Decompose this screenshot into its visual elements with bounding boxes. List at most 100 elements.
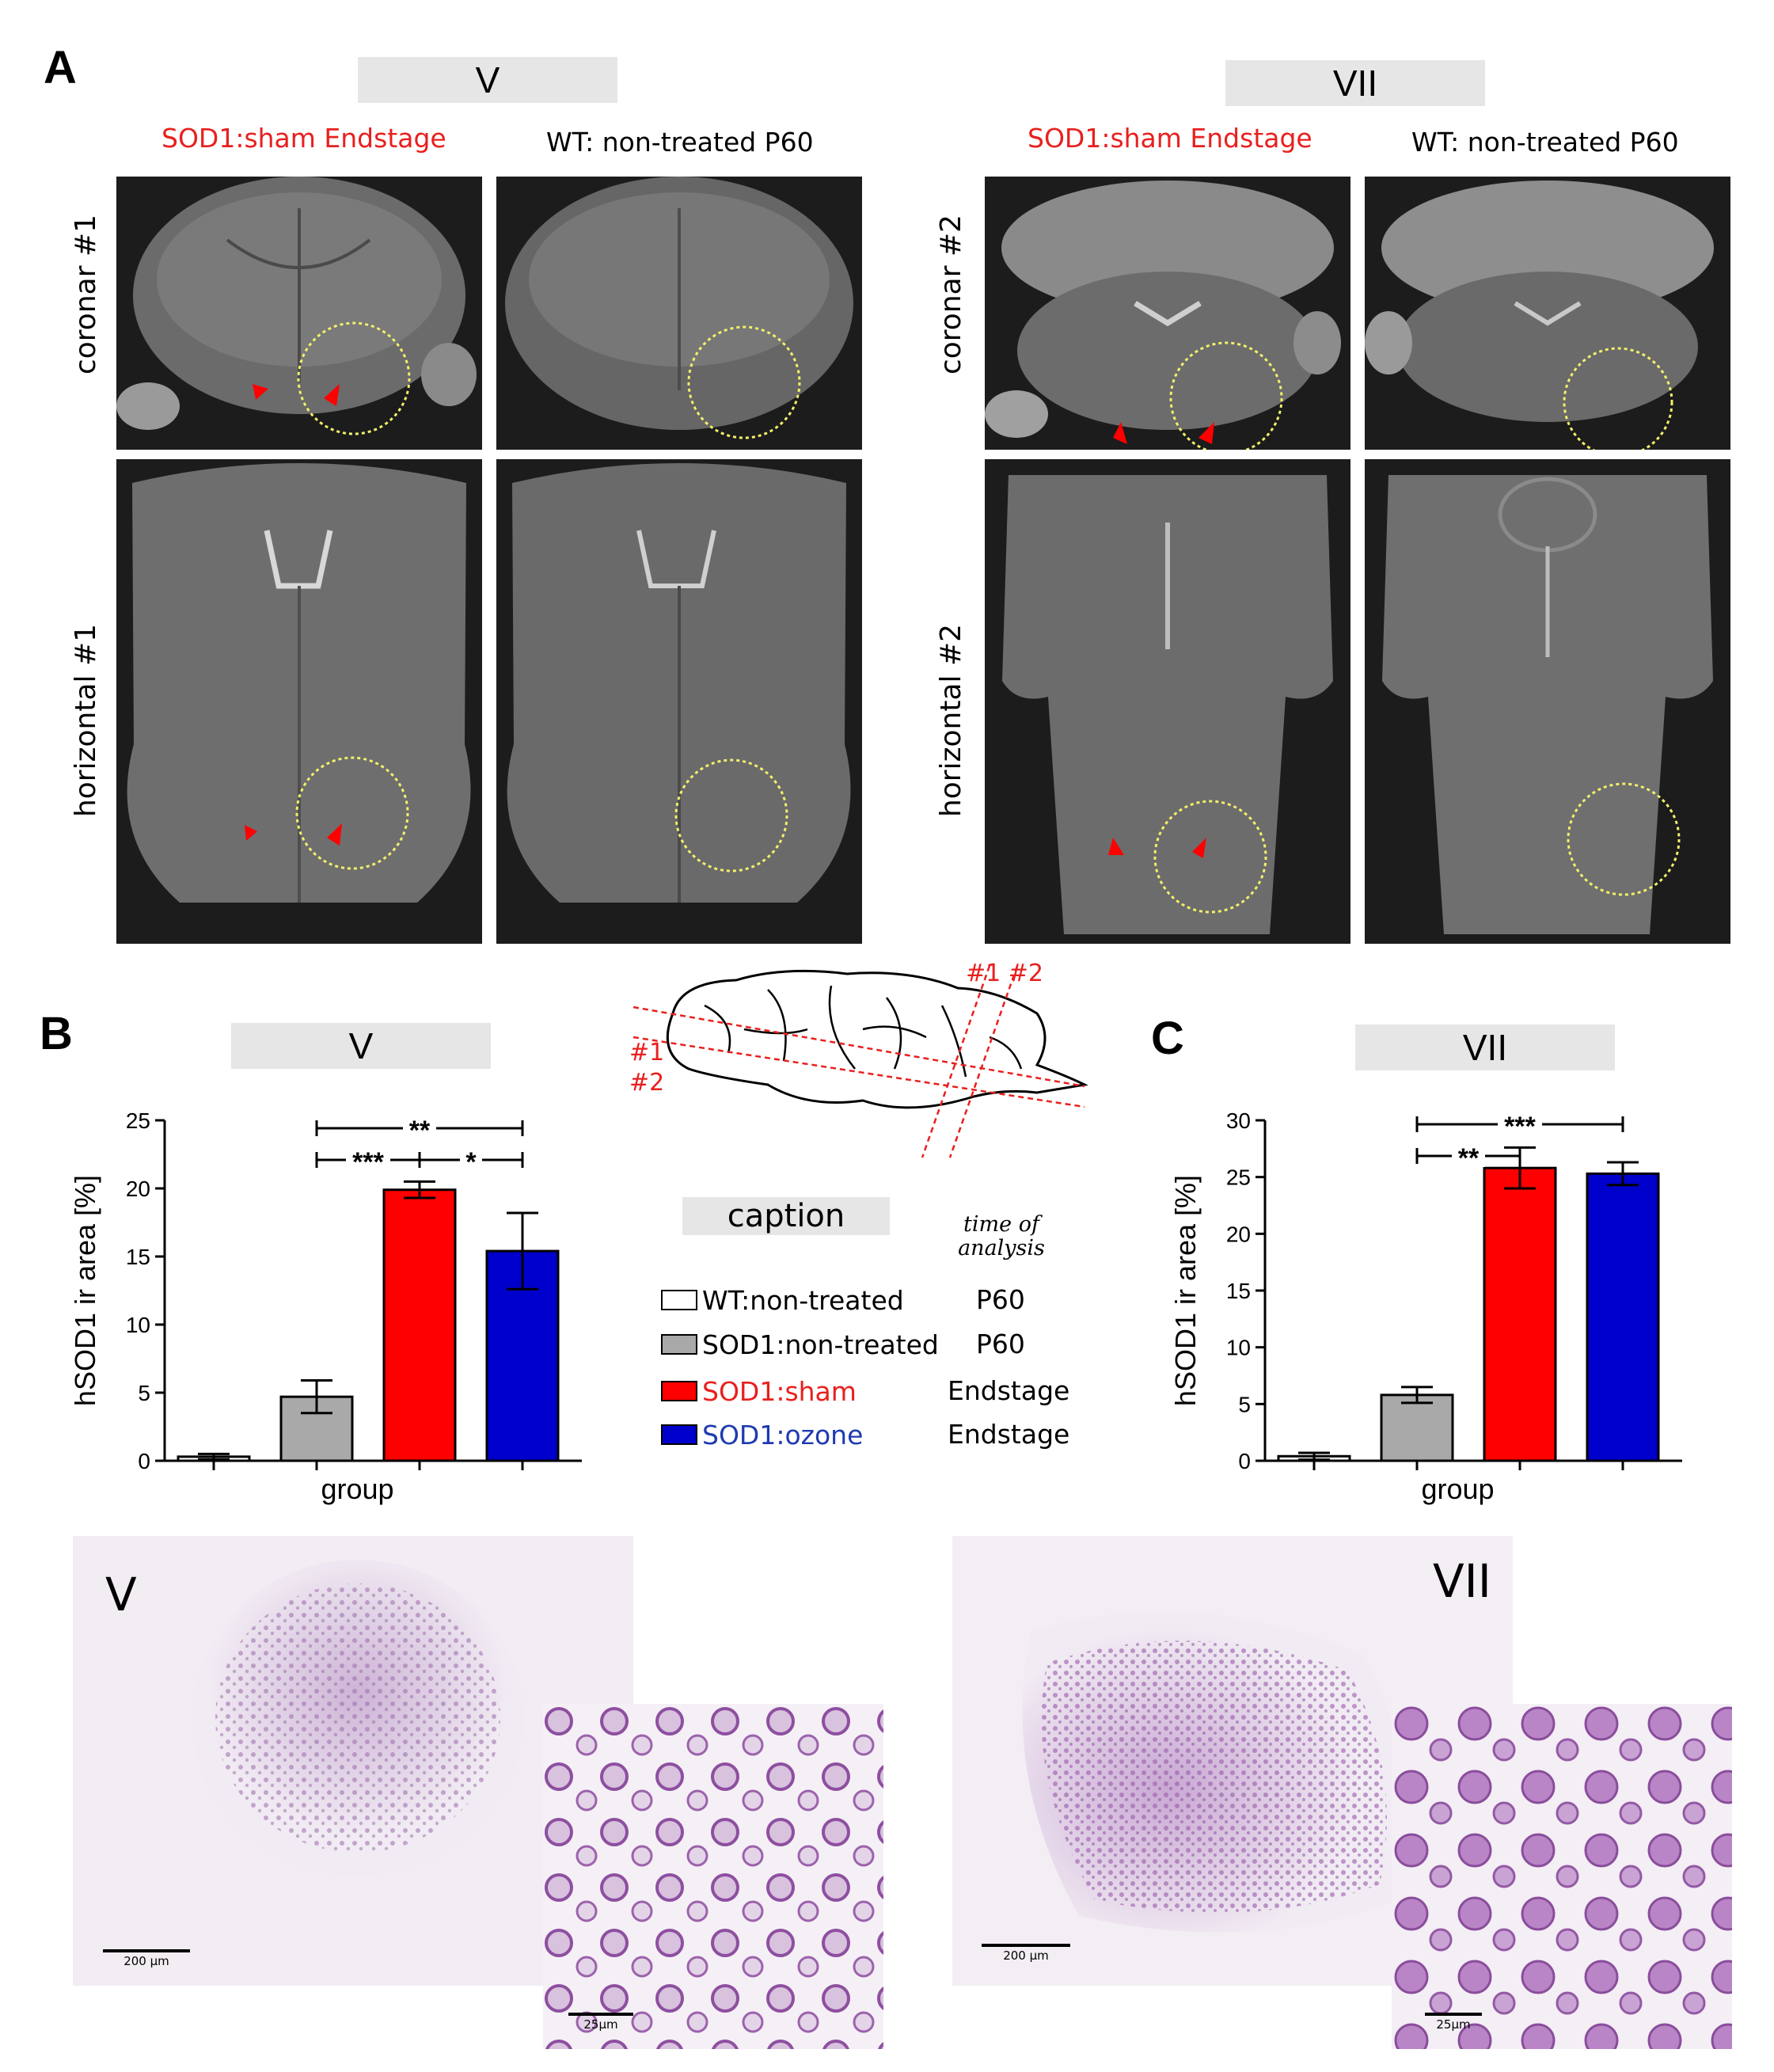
y-tick-label: 0 — [138, 1449, 150, 1473]
mri-horizontal-1-sod1 — [116, 459, 482, 944]
panel-a-left-header: V — [358, 57, 617, 103]
scale-bar-line — [1425, 2013, 1482, 2016]
y-axis-label: hSOD1 ir area [%] — [1169, 1175, 1202, 1406]
legend-time-sod1-ozone: Endstage — [948, 1419, 1070, 1450]
panel-c-letter: C — [1151, 1013, 1184, 1064]
bar — [382, 1188, 457, 1462]
significance-label-bg — [1452, 1145, 1485, 1167]
diagram-label-1: #1 — [629, 1039, 665, 1066]
legend-swatch-sod1-sham — [661, 1381, 697, 1401]
diagram-label-top: #1 #2 — [966, 960, 1043, 987]
row-label-coronar-2: coronar #2 — [935, 214, 967, 375]
legend-swatch-sod1-nontreated — [661, 1334, 697, 1355]
diagram-label-2: #2 — [629, 1069, 665, 1097]
significance-label-bg — [460, 1149, 482, 1171]
y-tick-label: 15 — [126, 1245, 150, 1269]
scale-bar-vii-small: 25µm — [1425, 2013, 1482, 2032]
col-label-wt-right: WT: non-treated P60 — [1411, 127, 1679, 158]
significance-label-bg — [403, 1117, 436, 1139]
significance-label: ** — [1458, 1143, 1480, 1173]
panel-a-letter: A — [44, 42, 77, 93]
col-label-wt-left: WT: non-treated P60 — [546, 127, 814, 158]
roi-circle — [297, 321, 411, 435]
panel-b-header-text: V — [348, 1025, 374, 1066]
mri-horizontal-2-sod1 — [985, 459, 1350, 944]
panel-b-letter: B — [40, 1008, 73, 1059]
legend-label-sod1-nontreated: SOD1:non-treated — [702, 1329, 939, 1360]
panel-c-header: VII — [1355, 1025, 1615, 1070]
mri-coronar-2-sod1 — [985, 177, 1350, 450]
histology-v-overview — [73, 1536, 633, 1986]
y-tick-label: 20 — [1226, 1222, 1251, 1246]
histology-v-label: V — [105, 1568, 137, 1621]
x-axis-label: group — [321, 1473, 393, 1505]
mri-coronar-1-wt — [496, 177, 862, 450]
scale-bar-line — [982, 1944, 1070, 1947]
scale-bar-label: 25µm — [1436, 2017, 1471, 2032]
significance-label-bg — [346, 1149, 390, 1171]
mri-horizontal-2-wt — [1365, 459, 1730, 944]
legend-time-sod1-sham: Endstage — [948, 1375, 1070, 1406]
scale-bar-line — [103, 1949, 190, 1952]
legend-row-sod1-ozone: SOD1:ozone — [661, 1419, 863, 1450]
row-label-horizontal-2: horizontal #2 — [935, 623, 967, 818]
time-header-line-1: time of — [963, 1212, 1039, 1237]
mri-horizontal-1-wt — [496, 459, 862, 944]
caption-title: caption — [727, 1198, 845, 1234]
y-tick-label: 5 — [138, 1381, 150, 1405]
legend-row-sod1-nontreated: SOD1:non-treated — [661, 1329, 939, 1360]
bar — [1483, 1166, 1557, 1462]
bar — [1586, 1172, 1660, 1462]
mri-coronar-2-wt — [1365, 177, 1730, 450]
caption-header: caption — [682, 1197, 890, 1235]
y-tick-label: 25 — [1226, 1165, 1251, 1190]
significance-label: *** — [1504, 1112, 1536, 1142]
y-tick-label: 10 — [1226, 1336, 1251, 1360]
histology-vii-inset — [1392, 1704, 1732, 2049]
scale-bar-v-large: 200 µm — [103, 1949, 190, 1968]
significance-label: *** — [352, 1147, 384, 1177]
panel-a-left-header-text: V — [475, 59, 500, 101]
col-label-sod1-right: SOD1:sham Endstage — [1028, 123, 1312, 154]
x-axis-label: group — [1421, 1473, 1494, 1505]
histology-v-inset — [543, 1704, 883, 2049]
col-label-sod1-left: SOD1:sham Endstage — [161, 123, 446, 154]
histology-vii-label: VII — [1433, 1554, 1491, 1608]
panel-b-header: V — [231, 1023, 491, 1069]
legend-label-sod1-sham: SOD1:sham — [702, 1375, 857, 1407]
time-header-line-2: analysis — [958, 1236, 1045, 1260]
y-tick-label: 0 — [1238, 1449, 1251, 1473]
scale-bar-vii-large: 200 µm — [982, 1944, 1070, 1963]
y-tick-label: 25 — [126, 1108, 150, 1133]
significance-label-bg — [1498, 1113, 1542, 1135]
panel-c-header-text: VII — [1462, 1027, 1508, 1068]
y-tick-label: 20 — [126, 1177, 150, 1201]
y-tick-label: 30 — [1226, 1108, 1251, 1133]
bar — [1380, 1393, 1454, 1462]
y-tick-label: 5 — [1238, 1392, 1251, 1416]
panel-a-right-header: VII — [1225, 60, 1485, 106]
row-label-coronar-1: coronar #1 — [70, 214, 102, 375]
y-axis-label: hSOD1 ir area [%] — [69, 1175, 101, 1406]
y-tick-label: 15 — [1226, 1279, 1251, 1303]
legend-row-wt: WT:non-treated — [661, 1284, 904, 1316]
mri-coronar-1-sod1 — [116, 177, 482, 450]
time-header: time of analysis — [954, 1213, 1049, 1260]
scale-bar-label: 200 µm — [1003, 1948, 1049, 1963]
y-tick-label: 10 — [126, 1313, 150, 1337]
legend-label-wt: WT:non-treated — [702, 1284, 904, 1316]
scale-bar-line — [568, 2013, 633, 2016]
panel-a-right-header-text: VII — [1332, 63, 1378, 104]
legend-label-sod1-ozone: SOD1:ozone — [702, 1419, 864, 1450]
legend-time-wt: P60 — [976, 1284, 1025, 1315]
scale-bar-v-small: 25µm — [568, 2013, 633, 2032]
row-label-horizontal-1: horizontal #1 — [70, 623, 102, 818]
significance-label: * — [465, 1147, 477, 1177]
legend-swatch-sod1-ozone — [661, 1424, 697, 1445]
legend-time-sod1-nontreated: P60 — [976, 1329, 1025, 1359]
legend-swatch-wt — [661, 1290, 697, 1310]
brain-diagram — [625, 950, 1092, 1164]
significance-label: ** — [409, 1116, 431, 1146]
